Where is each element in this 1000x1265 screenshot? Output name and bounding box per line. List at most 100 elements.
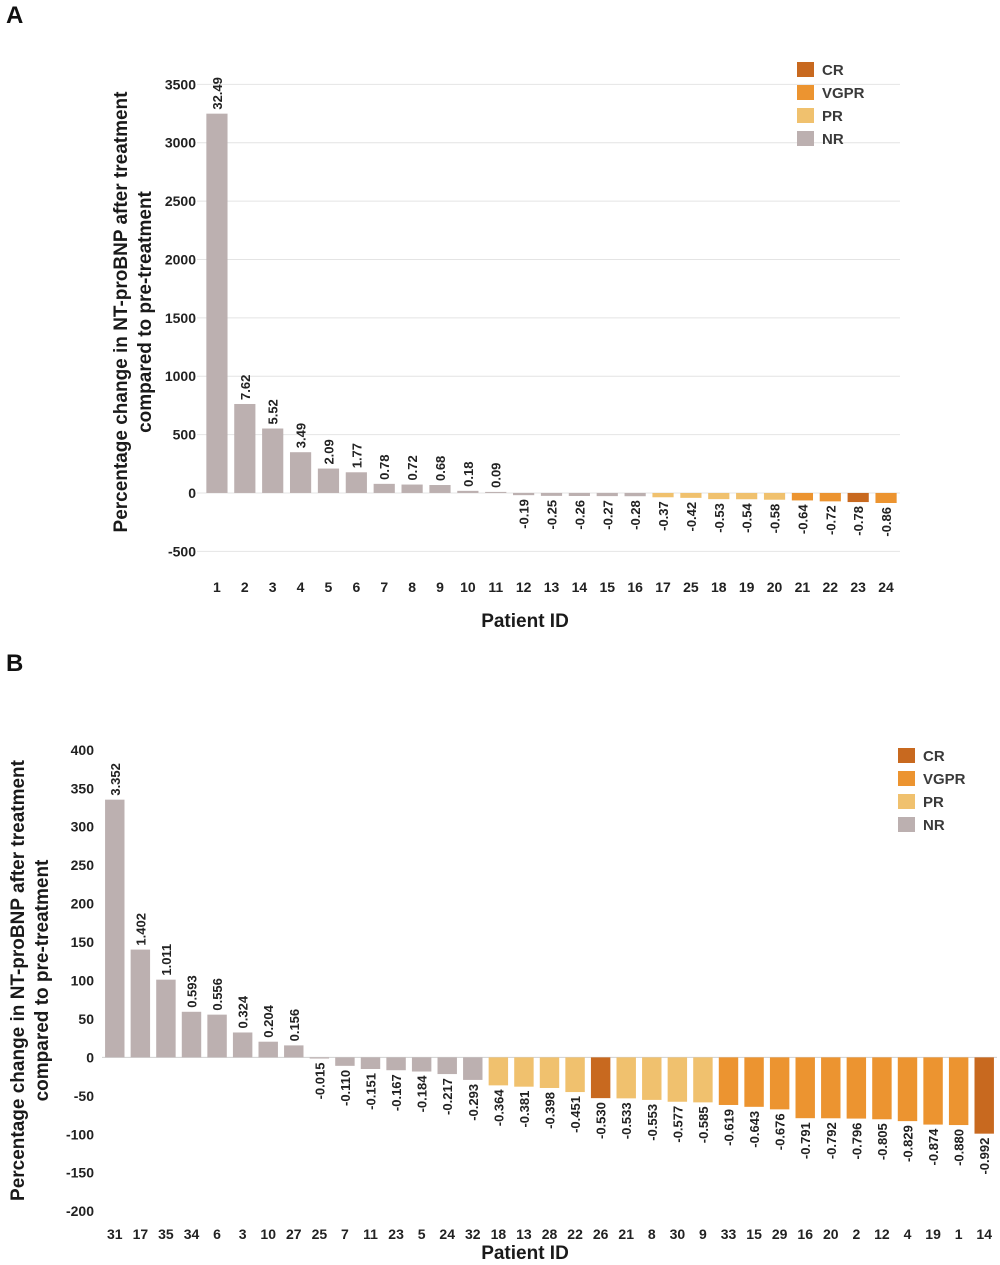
bar-value-label: 0.593 <box>185 975 200 1008</box>
bar-patient-4 <box>289 452 312 493</box>
y-tick-label: 300 <box>71 819 95 835</box>
bar-patient-5 <box>411 1057 432 1072</box>
bar-patient-12 <box>513 492 535 496</box>
bar-patient-8 <box>401 484 423 493</box>
bar-value-label: -0.25 <box>545 500 560 530</box>
x-tick-label: 8 <box>408 579 416 595</box>
bar-patient-7 <box>335 1057 355 1066</box>
bar-patient-21 <box>616 1057 636 1099</box>
bar-value-label: -0.577 <box>670 1106 685 1143</box>
bar-patient-23 <box>847 492 869 503</box>
bar-patient-28 <box>539 1057 560 1088</box>
x-tick-label: 3 <box>239 1226 247 1242</box>
legend-label-nr: NR <box>923 817 945 834</box>
y-tick-label: 100 <box>71 973 95 989</box>
bar-patient-5 <box>317 468 340 493</box>
bar-value-label: -0.553 <box>645 1104 660 1141</box>
bar-patient-22 <box>819 492 841 502</box>
y-tick-label: 500 <box>173 427 197 443</box>
bar-patient-9 <box>429 485 451 493</box>
bar-value-label: -0.42 <box>684 502 699 532</box>
y-tick-label: 1000 <box>165 368 196 384</box>
bar-value-label: 2.09 <box>321 439 336 464</box>
bar-patient-13 <box>540 492 563 496</box>
bar-value-label: 1.77 <box>349 443 364 468</box>
bar-value-label: -0.167 <box>389 1074 404 1111</box>
x-tick-label: 8 <box>648 1226 656 1242</box>
x-tick-label: 13 <box>516 1226 532 1242</box>
y-tick-label: 3000 <box>165 135 196 151</box>
x-axis-label: Patient ID <box>481 611 569 632</box>
bar-patient-27 <box>284 1045 304 1058</box>
bar-patient-16 <box>624 492 646 497</box>
bar-patient-14 <box>974 1057 994 1134</box>
bar-patient-18 <box>708 492 730 500</box>
bar-patient-10 <box>258 1041 278 1058</box>
bar-patient-11 <box>485 491 507 493</box>
x-tick-label: 18 <box>491 1226 507 1242</box>
bar-value-label: -0.530 <box>594 1102 609 1139</box>
bar-patient-13 <box>514 1057 534 1087</box>
x-tick-label: 11 <box>363 1226 378 1242</box>
x-tick-label: 5 <box>418 1226 426 1242</box>
y-tick-label: 2500 <box>165 193 196 209</box>
bar-value-label: 0.78 <box>377 455 392 480</box>
bar-value-label: 0.556 <box>210 978 225 1011</box>
bar-value-label: 0.72 <box>405 455 420 480</box>
bar-patient-8 <box>642 1057 662 1100</box>
x-tick-label: 2 <box>852 1226 860 1242</box>
bar-value-label: -0.791 <box>798 1122 813 1159</box>
bar-value-label: -0.293 <box>466 1084 481 1121</box>
bar-value-label: 32.49 <box>210 77 225 110</box>
legend-label-pr: PR <box>923 794 944 811</box>
bar-value-label: -0.792 <box>824 1122 839 1159</box>
bar-value-label: -0.398 <box>543 1092 558 1129</box>
bar-patient-10 <box>457 490 479 493</box>
bar-value-label: -0.217 <box>440 1078 455 1115</box>
bar-patient-17 <box>130 949 151 1058</box>
x-tick-label: 12 <box>874 1226 890 1242</box>
legend-swatch-nr <box>797 131 814 146</box>
x-tick-label: 17 <box>655 579 671 595</box>
bar-value-label: -0.015 <box>312 1063 327 1100</box>
x-tick-label: 5 <box>325 579 333 595</box>
legend-label-vgpr: VGPR <box>923 771 966 788</box>
bar-patient-6 <box>345 472 367 493</box>
bar-patient-22 <box>565 1057 585 1093</box>
x-tick-label: 17 <box>133 1226 149 1242</box>
bar-value-label: 0.18 <box>461 462 476 487</box>
bar-value-label: -0.184 <box>415 1075 430 1113</box>
x-tick-label: 12 <box>516 579 532 595</box>
bar-patient-2 <box>846 1057 867 1119</box>
bar-patient-20 <box>763 492 786 500</box>
bar-value-label: -0.54 <box>740 502 755 532</box>
chart-b: -200 -150 -100 -50 0 50 100 150 200 250 300 350 400 P… <box>8 742 997 1264</box>
bar-value-label: -0.643 <box>747 1111 762 1148</box>
x-tick-label: 10 <box>460 579 476 595</box>
chart-a: -500 0 500 1000 1500 2000 2500 3000 3500 Percenta… <box>111 62 900 632</box>
x-tick-label: 24 <box>878 579 894 595</box>
bar-patient-17 <box>652 492 674 498</box>
bar-value-label: 0.68 <box>433 456 448 481</box>
x-tick-label: 27 <box>286 1226 302 1242</box>
bar-value-label: -0.151 <box>364 1073 379 1110</box>
x-tick-label: 3 <box>269 579 277 595</box>
y-tick-label: -200 <box>66 1203 94 1219</box>
bar-patient-32 <box>463 1057 483 1080</box>
x-tick-label: 31 <box>107 1226 123 1242</box>
x-tick-label: 29 <box>772 1226 788 1242</box>
x-tick-label: 28 <box>542 1226 558 1242</box>
bar-value-label: 3.49 <box>294 423 309 448</box>
x-tick-label: 22 <box>567 1226 583 1242</box>
legend-label-cr: CR <box>923 748 945 765</box>
bar-value-label: -0.28 <box>628 500 643 530</box>
legend-label-cr: CR <box>822 62 844 79</box>
bar-value-label: -0.37 <box>656 501 671 531</box>
legend-swatch-cr <box>797 62 814 77</box>
x-tick-label: 1 <box>955 1226 963 1242</box>
x-tick-label: 25 <box>312 1226 328 1242</box>
bar-patient-1 <box>948 1057 969 1126</box>
bar-patient-23 <box>386 1057 406 1071</box>
legend-label-pr: PR <box>822 108 843 125</box>
x-tick-label: 32 <box>465 1226 481 1242</box>
